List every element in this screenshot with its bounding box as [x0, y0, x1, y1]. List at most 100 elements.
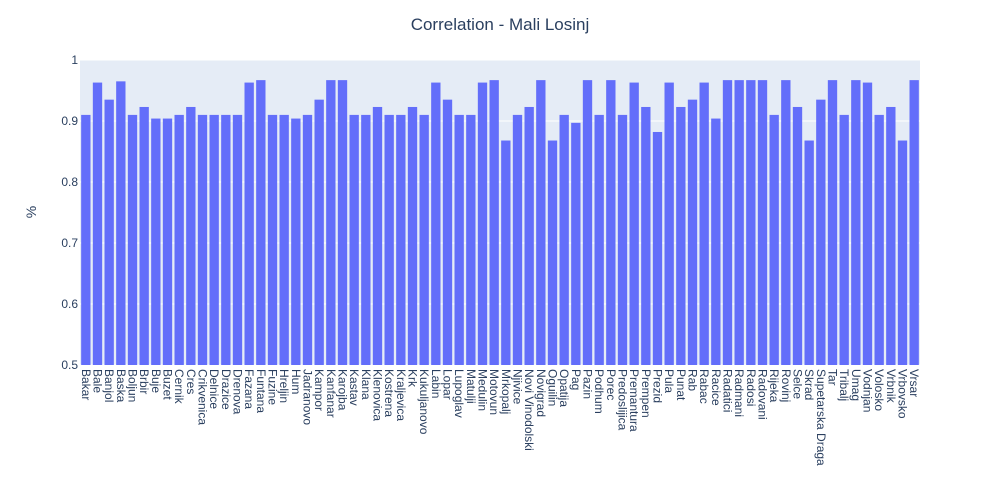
x-tick-label: Medulin	[476, 369, 490, 411]
bar-radmani[interactable]	[734, 80, 744, 365]
bar-medulin[interactable]	[477, 82, 488, 365]
bar-radosi[interactable]	[746, 80, 756, 365]
bar-volosko[interactable]	[874, 114, 884, 366]
bar-novigrad[interactable]	[536, 80, 546, 365]
chart-title: Correlation - Mali Losinj	[411, 15, 590, 34]
bar-fuzine[interactable]	[267, 114, 278, 366]
bar-baska[interactable]	[116, 81, 126, 365]
bar-drazice[interactable]	[221, 114, 231, 366]
bar-racice[interactable]	[711, 118, 721, 365]
x-tick-label: Bakar	[79, 369, 93, 400]
x-tick-label: Fazana	[242, 369, 256, 409]
x-tick-label: Kukuljanovo	[417, 369, 431, 435]
bar-fazana[interactable]	[244, 82, 254, 365]
bar-drenova[interactable]	[232, 114, 243, 366]
bar-opatija[interactable]	[559, 114, 569, 366]
bar-punat[interactable]	[676, 106, 686, 365]
x-tick-label: Rabac	[697, 369, 711, 404]
bar-bale[interactable]	[92, 82, 103, 365]
bar-pazin[interactable]	[582, 80, 593, 365]
bar-radatici[interactable]	[722, 80, 733, 365]
x-tick-label: Vrbovsko	[896, 369, 910, 419]
bar-hum[interactable]	[291, 118, 301, 365]
x-tick-label: Pula	[662, 369, 676, 393]
bar-bakar[interactable]	[81, 114, 91, 366]
bar-matulji[interactable]	[466, 114, 476, 366]
bar-lopar[interactable]	[442, 99, 453, 366]
bar-novi-vinodolski[interactable]	[524, 106, 534, 365]
x-tick-label: Radosi	[744, 369, 758, 406]
bar-rijeka[interactable]	[769, 114, 779, 366]
bar-kostrena[interactable]	[384, 114, 394, 366]
bar-oguilin[interactable]	[547, 140, 558, 365]
bar-kraljevica[interactable]	[396, 114, 406, 366]
bar-labin[interactable]	[431, 82, 441, 365]
bar-buje[interactable]	[151, 118, 161, 365]
x-tick-label: Banjol	[102, 369, 116, 402]
bar-delnice[interactable]	[209, 114, 219, 366]
bar-vrbnik[interactable]	[886, 106, 896, 365]
bar-kampor[interactable]	[314, 99, 324, 366]
y-axis-label: %	[23, 206, 39, 218]
x-tick-label: Vodnjan	[861, 369, 875, 412]
bar-radovani[interactable]	[757, 80, 768, 365]
bar-tribalj[interactable]	[839, 114, 849, 366]
bar-kanfanar[interactable]	[326, 80, 336, 365]
bar-skrad[interactable]	[804, 140, 814, 365]
x-tick-label: Njivice	[511, 369, 525, 405]
bar-crikvenica[interactable]	[197, 114, 208, 366]
x-tick-label: Cernik	[172, 369, 186, 405]
x-tick-label: Podhum	[592, 369, 606, 414]
bar-cres[interactable]	[186, 106, 196, 365]
bar-buzet[interactable]	[162, 118, 173, 365]
x-tick-label: Matulji	[464, 369, 478, 404]
bar-klana[interactable]	[361, 114, 371, 366]
x-tick-label: Buzet	[161, 369, 175, 400]
y-axis-ticks: 0.5 0.6 0.7 0.8 0.9 1	[61, 53, 78, 372]
bar-premantura[interactable]	[629, 82, 639, 365]
bar-klenovica[interactable]	[372, 106, 383, 365]
x-tick-label: Kraljevica	[394, 369, 408, 421]
bar-kastav[interactable]	[349, 114, 359, 366]
bar-vodnjan[interactable]	[862, 82, 873, 365]
bar-jadranovo[interactable]	[302, 114, 313, 366]
y-tick-label: 0.9	[61, 114, 78, 128]
bar-supetarska-draga[interactable]	[816, 99, 826, 366]
bar-motovun[interactable]	[489, 80, 499, 365]
bar-rovinj[interactable]	[781, 80, 791, 365]
bar-pag[interactable]	[571, 122, 581, 365]
x-tick-label: Klana	[359, 369, 373, 400]
bar-banjol[interactable]	[104, 99, 114, 366]
bar-umag[interactable]	[851, 80, 861, 365]
x-tick-label: Porec	[604, 369, 618, 400]
x-tick-label: Lupoglav	[452, 369, 466, 418]
bar-boljun[interactable]	[127, 114, 138, 366]
bar-selce[interactable]	[792, 106, 803, 365]
x-tick-label: Drenova	[231, 369, 245, 415]
x-tick-label: Racice	[709, 369, 723, 406]
bar-pula[interactable]	[664, 82, 674, 365]
x-tick-label: Tar	[826, 369, 840, 386]
bar-mrkopalj[interactable]	[501, 140, 511, 365]
bar-njivice[interactable]	[512, 114, 523, 366]
bar-predoslijica[interactable]	[617, 114, 628, 366]
bar-kukuljanovo[interactable]	[419, 114, 429, 366]
bar-rab[interactable]	[687, 99, 698, 366]
bar-rabac[interactable]	[699, 82, 709, 365]
bar-krk[interactable]	[407, 106, 418, 365]
bar-tar[interactable]	[827, 80, 838, 365]
bar-prezid[interactable]	[652, 131, 663, 365]
y-tick-label: 0.8	[61, 175, 78, 189]
bar-cernik[interactable]	[174, 114, 184, 366]
bar-karojba[interactable]	[337, 80, 348, 365]
x-tick-label: Novigrad	[534, 369, 548, 417]
bar-podhum[interactable]	[594, 114, 604, 366]
bar-hreljin[interactable]	[279, 114, 289, 366]
bar-vrsar[interactable]	[909, 80, 919, 365]
bar-prempen[interactable]	[641, 106, 651, 365]
bar-funtana[interactable]	[256, 80, 266, 365]
bar-brbir[interactable]	[139, 106, 149, 365]
bar-porec[interactable]	[606, 80, 616, 365]
bar-vrbovsko[interactable]	[897, 140, 908, 365]
bar-lupoglav[interactable]	[454, 114, 464, 366]
